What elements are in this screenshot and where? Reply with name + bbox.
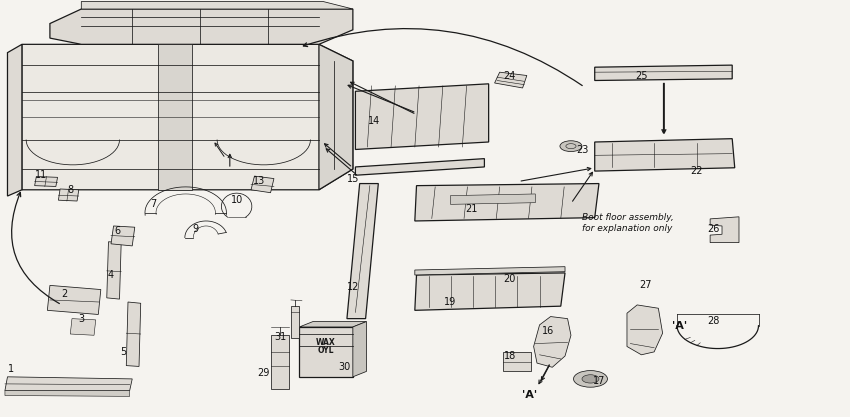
Text: 10: 10: [230, 195, 243, 205]
Circle shape: [582, 375, 599, 383]
Text: 26: 26: [707, 224, 720, 234]
Text: 12: 12: [347, 282, 359, 292]
Polygon shape: [415, 183, 599, 221]
Text: 19: 19: [445, 297, 456, 307]
Text: OYL: OYL: [318, 346, 334, 355]
Text: 22: 22: [690, 166, 703, 176]
Polygon shape: [22, 44, 353, 190]
Polygon shape: [353, 322, 366, 377]
Text: Boot floor assembly,
for explanation only: Boot floor assembly, for explanation onl…: [582, 214, 674, 233]
Polygon shape: [270, 335, 289, 389]
Polygon shape: [291, 306, 299, 338]
Text: 30: 30: [338, 362, 350, 372]
Text: 18: 18: [504, 351, 516, 361]
Polygon shape: [5, 377, 133, 391]
Polygon shape: [503, 352, 531, 372]
Text: 7: 7: [150, 199, 156, 209]
Polygon shape: [50, 9, 353, 44]
Polygon shape: [595, 139, 734, 171]
Polygon shape: [534, 317, 571, 367]
Polygon shape: [355, 158, 484, 175]
Polygon shape: [319, 44, 353, 190]
Polygon shape: [355, 84, 489, 149]
Polygon shape: [111, 226, 135, 246]
Polygon shape: [347, 183, 378, 319]
Circle shape: [574, 371, 608, 387]
Text: 'A': 'A': [672, 321, 687, 331]
Polygon shape: [415, 273, 565, 310]
Text: 3: 3: [78, 314, 84, 324]
Text: 27: 27: [639, 280, 652, 290]
Text: 15: 15: [347, 174, 359, 184]
Polygon shape: [595, 65, 732, 80]
Polygon shape: [5, 391, 130, 396]
Text: 9: 9: [193, 224, 199, 234]
Text: 28: 28: [707, 316, 720, 326]
Text: 31: 31: [275, 332, 286, 342]
Polygon shape: [8, 44, 22, 196]
Circle shape: [560, 141, 582, 151]
Polygon shape: [71, 319, 96, 335]
Polygon shape: [107, 242, 122, 299]
Polygon shape: [48, 285, 101, 314]
Text: 13: 13: [253, 176, 266, 186]
Polygon shape: [158, 44, 191, 190]
Text: 8: 8: [67, 185, 73, 195]
Text: 20: 20: [504, 274, 516, 284]
Circle shape: [359, 168, 372, 174]
Text: 4: 4: [108, 270, 114, 280]
Text: 24: 24: [504, 70, 516, 80]
Polygon shape: [627, 305, 663, 355]
Text: 'A': 'A': [522, 390, 537, 399]
Text: 29: 29: [258, 368, 270, 378]
Polygon shape: [450, 194, 536, 204]
Polygon shape: [127, 302, 141, 367]
Text: 21: 21: [466, 203, 478, 214]
Polygon shape: [495, 72, 527, 88]
Text: 17: 17: [592, 376, 605, 386]
Polygon shape: [82, 2, 353, 9]
Polygon shape: [59, 189, 79, 201]
Polygon shape: [35, 176, 58, 186]
Text: 5: 5: [121, 347, 127, 357]
Text: 23: 23: [575, 145, 588, 155]
Text: 2: 2: [61, 289, 67, 299]
Text: 14: 14: [368, 116, 380, 126]
Text: 11: 11: [36, 170, 48, 180]
Text: 1: 1: [8, 364, 14, 374]
Polygon shape: [251, 176, 274, 193]
Polygon shape: [299, 327, 353, 377]
Text: WAX: WAX: [316, 338, 336, 347]
Polygon shape: [710, 217, 739, 243]
Polygon shape: [415, 267, 565, 275]
Text: 25: 25: [635, 70, 648, 80]
Text: 6: 6: [115, 226, 121, 236]
Text: 16: 16: [542, 326, 554, 336]
Polygon shape: [299, 322, 366, 327]
